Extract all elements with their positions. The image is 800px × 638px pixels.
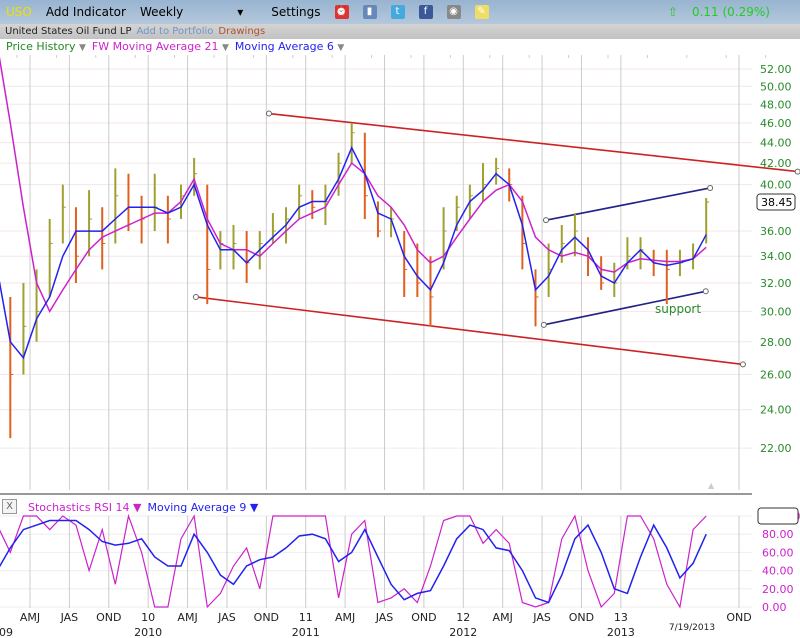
x-axis-quarter-label: AMJ: [493, 611, 513, 624]
phone-icon[interactable]: ▮: [362, 5, 377, 19]
legend-ma21[interactable]: FW Moving Average 21 ▼: [91, 40, 229, 53]
dropdown-icon: ▼: [222, 43, 229, 53]
drawings-link[interactable]: Drawings: [218, 26, 266, 37]
trendline-handle: [265, 110, 272, 117]
x-axis-quarter-label: OND: [254, 611, 279, 624]
chevron-down-icon: ▾: [237, 5, 244, 19]
trendline-handle: [739, 361, 746, 368]
trendline-handle: [543, 217, 550, 224]
x-axis-quarter-label: AMJ: [177, 611, 197, 624]
symbol[interactable]: USO: [6, 5, 32, 19]
dropdown-icon: ▼: [249, 501, 259, 514]
x-axis-quarter-label: OND: [726, 611, 751, 624]
alarm-clock-icon[interactable]: ⏰: [334, 5, 349, 19]
trendline-channel-lower: [195, 296, 744, 366]
note-icon[interactable]: ✎: [474, 5, 489, 19]
x-axis-quarter-label: AMJ: [335, 611, 355, 624]
price-axis-label: 22.00: [760, 442, 792, 455]
stoch-top-box: [757, 507, 799, 525]
price-axis-label: 30.00: [760, 305, 792, 318]
trendline-handle: [702, 288, 709, 295]
price-axis-label: 28.00: [760, 336, 792, 349]
trendline-handle: [540, 321, 547, 328]
price-axis-label: 40.00: [760, 179, 792, 192]
period-select[interactable]: Weekly ▾: [140, 5, 257, 19]
toolbar: USO Add Indicator Weekly ▾ Settings ⏰ ▮ t…: [0, 0, 800, 24]
price-axis-label: 48.00: [760, 98, 792, 111]
x-axis-quarter-label: AMJ: [20, 611, 40, 624]
stoch-axis-label: 60.00: [762, 546, 794, 559]
x-axis-quarter-label: OND: [96, 611, 121, 624]
trendline-wedge-lower: [543, 290, 706, 326]
x-axis-quarter-label: JAS: [60, 611, 79, 624]
settings-button[interactable]: Settings: [271, 5, 321, 19]
stoch-axis-label: 80.00: [762, 528, 794, 541]
price-change: ⇧ 0.11 (0.29%): [667, 5, 770, 19]
x-axis-quarter-label: 13: [614, 611, 628, 624]
price-axis-label: 34.00: [760, 250, 792, 263]
price-axis-label: 36.00: [760, 225, 792, 238]
x-axis-year-label: 2010: [134, 626, 162, 638]
fund-name: United States Oil Fund LP: [5, 26, 132, 37]
close-panel-button[interactable]: X: [2, 499, 17, 514]
ma21-line: [0, 56, 707, 313]
price-legend: Price History ▼ FW Moving Average 21 ▼ M…: [6, 40, 344, 53]
last-price-box: [756, 193, 796, 211]
stoch-ma9-line: [0, 519, 707, 604]
x-axis-quarter-label: JAS: [217, 611, 236, 624]
legend-ma6[interactable]: Moving Average 6 ▼: [234, 40, 345, 53]
legend-ma9[interactable]: Moving Average 9 ▼: [147, 501, 259, 514]
price-axis-label: 32.00: [760, 277, 792, 290]
x-axis-quarter-label: OND: [411, 611, 436, 624]
current-date-label: 7/19/2013: [669, 623, 715, 633]
ma6-line: [0, 145, 707, 360]
x-axis-quarter-label: JAS: [375, 611, 394, 624]
x-axis-quarter-label: 12: [456, 611, 470, 624]
x-axis-quarter-label: 11: [299, 611, 313, 624]
sub-bar: United States Oil Fund LP Add to Portfol…: [0, 24, 800, 39]
stoch-axis-label: 0.00: [762, 601, 787, 614]
price-axis-label: 24.00: [760, 404, 792, 417]
stoch-axis-label: 20.00: [762, 583, 794, 596]
trendline-wedge-upper: [545, 187, 711, 221]
stoch-rsi-line: [0, 513, 707, 609]
x-axis-quarter-label: 10: [141, 611, 155, 624]
dropdown-icon: ▼: [133, 501, 142, 514]
ma-group: [0, 56, 707, 360]
x-axis-year-label: 09: [0, 626, 13, 638]
add-to-portfolio-link[interactable]: Add to Portfolio: [136, 26, 214, 37]
x-axis-year-label: 2013: [607, 626, 635, 638]
camera-icon[interactable]: ◉: [446, 5, 461, 19]
period-value: Weekly: [139, 5, 184, 19]
price-axis-label: 50.00: [760, 80, 792, 93]
price-axis-label: 52.00: [760, 63, 792, 76]
x-axis-quarter-label: JAS: [532, 611, 551, 624]
x-axis-year-label: 2011: [292, 626, 320, 638]
add-indicator-button[interactable]: Add Indicator: [45, 5, 126, 19]
x-axis-quarter-label: OND: [569, 611, 594, 624]
last-price-label: 38.45: [761, 196, 793, 209]
dropdown-icon: ▼: [337, 43, 345, 53]
legend-price-history[interactable]: Price History ▼: [6, 40, 86, 53]
dropdown-icon: ▼: [78, 43, 86, 53]
x-axis-year-label: 2012: [449, 626, 477, 638]
price-axis-label: 44.00: [760, 137, 792, 150]
facebook-icon[interactable]: f: [418, 5, 433, 19]
legend-stoch-rsi[interactable]: Stochastics RSI 14 ▼: [28, 501, 142, 514]
trendline-channel-upper: [268, 112, 798, 173]
support-annotation: support: [655, 302, 701, 316]
arrow-up-icon: ⇧: [667, 5, 678, 19]
price-axis-label: 46.00: [760, 117, 792, 130]
price-axis-label: 42.00: [760, 157, 792, 170]
twitter-icon[interactable]: t: [390, 5, 405, 19]
stoch-axis-label: 40.00: [762, 565, 794, 578]
price-axis-label: 26.00: [760, 368, 792, 381]
scroll-arrow: ▲: [708, 481, 715, 490]
trendline-handle: [192, 293, 199, 300]
trendline-handle: [707, 184, 714, 191]
stoch-legend: Stochastics RSI 14 ▼ Moving Average 9 ▼: [28, 501, 258, 514]
trendline-handle: [794, 168, 800, 175]
